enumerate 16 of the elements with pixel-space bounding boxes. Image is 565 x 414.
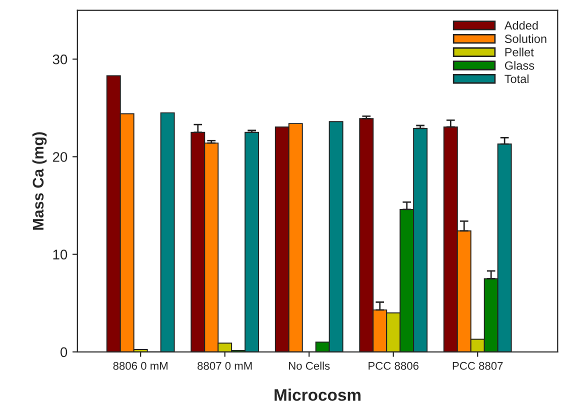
x-tick-label: No Cells: [289, 362, 330, 370]
legend-label: Solution: [504, 34, 546, 44]
x-tick-label: 8807 0 mM: [198, 362, 252, 370]
legend-label: Pellet: [505, 48, 534, 56]
legend-label: Added: [504, 20, 538, 30]
x-tick-label: 8806 0 mM: [113, 362, 168, 370]
y-tick-label: 0: [60, 347, 68, 358]
legend-label: Total: [504, 74, 529, 84]
y-tick-label: 30: [52, 54, 68, 64]
y-tick-label: 10: [53, 250, 68, 260]
x-tick-label: PCC 8806: [368, 362, 419, 370]
y-axis-title: Mass Ca (mg): [32, 132, 47, 230]
x-axis-title: Microcosm: [274, 388, 360, 401]
y-tick-label: 20: [52, 152, 68, 162]
x-tick-label: PCC 8807: [452, 362, 503, 370]
legend-label: Glass: [504, 61, 534, 70]
